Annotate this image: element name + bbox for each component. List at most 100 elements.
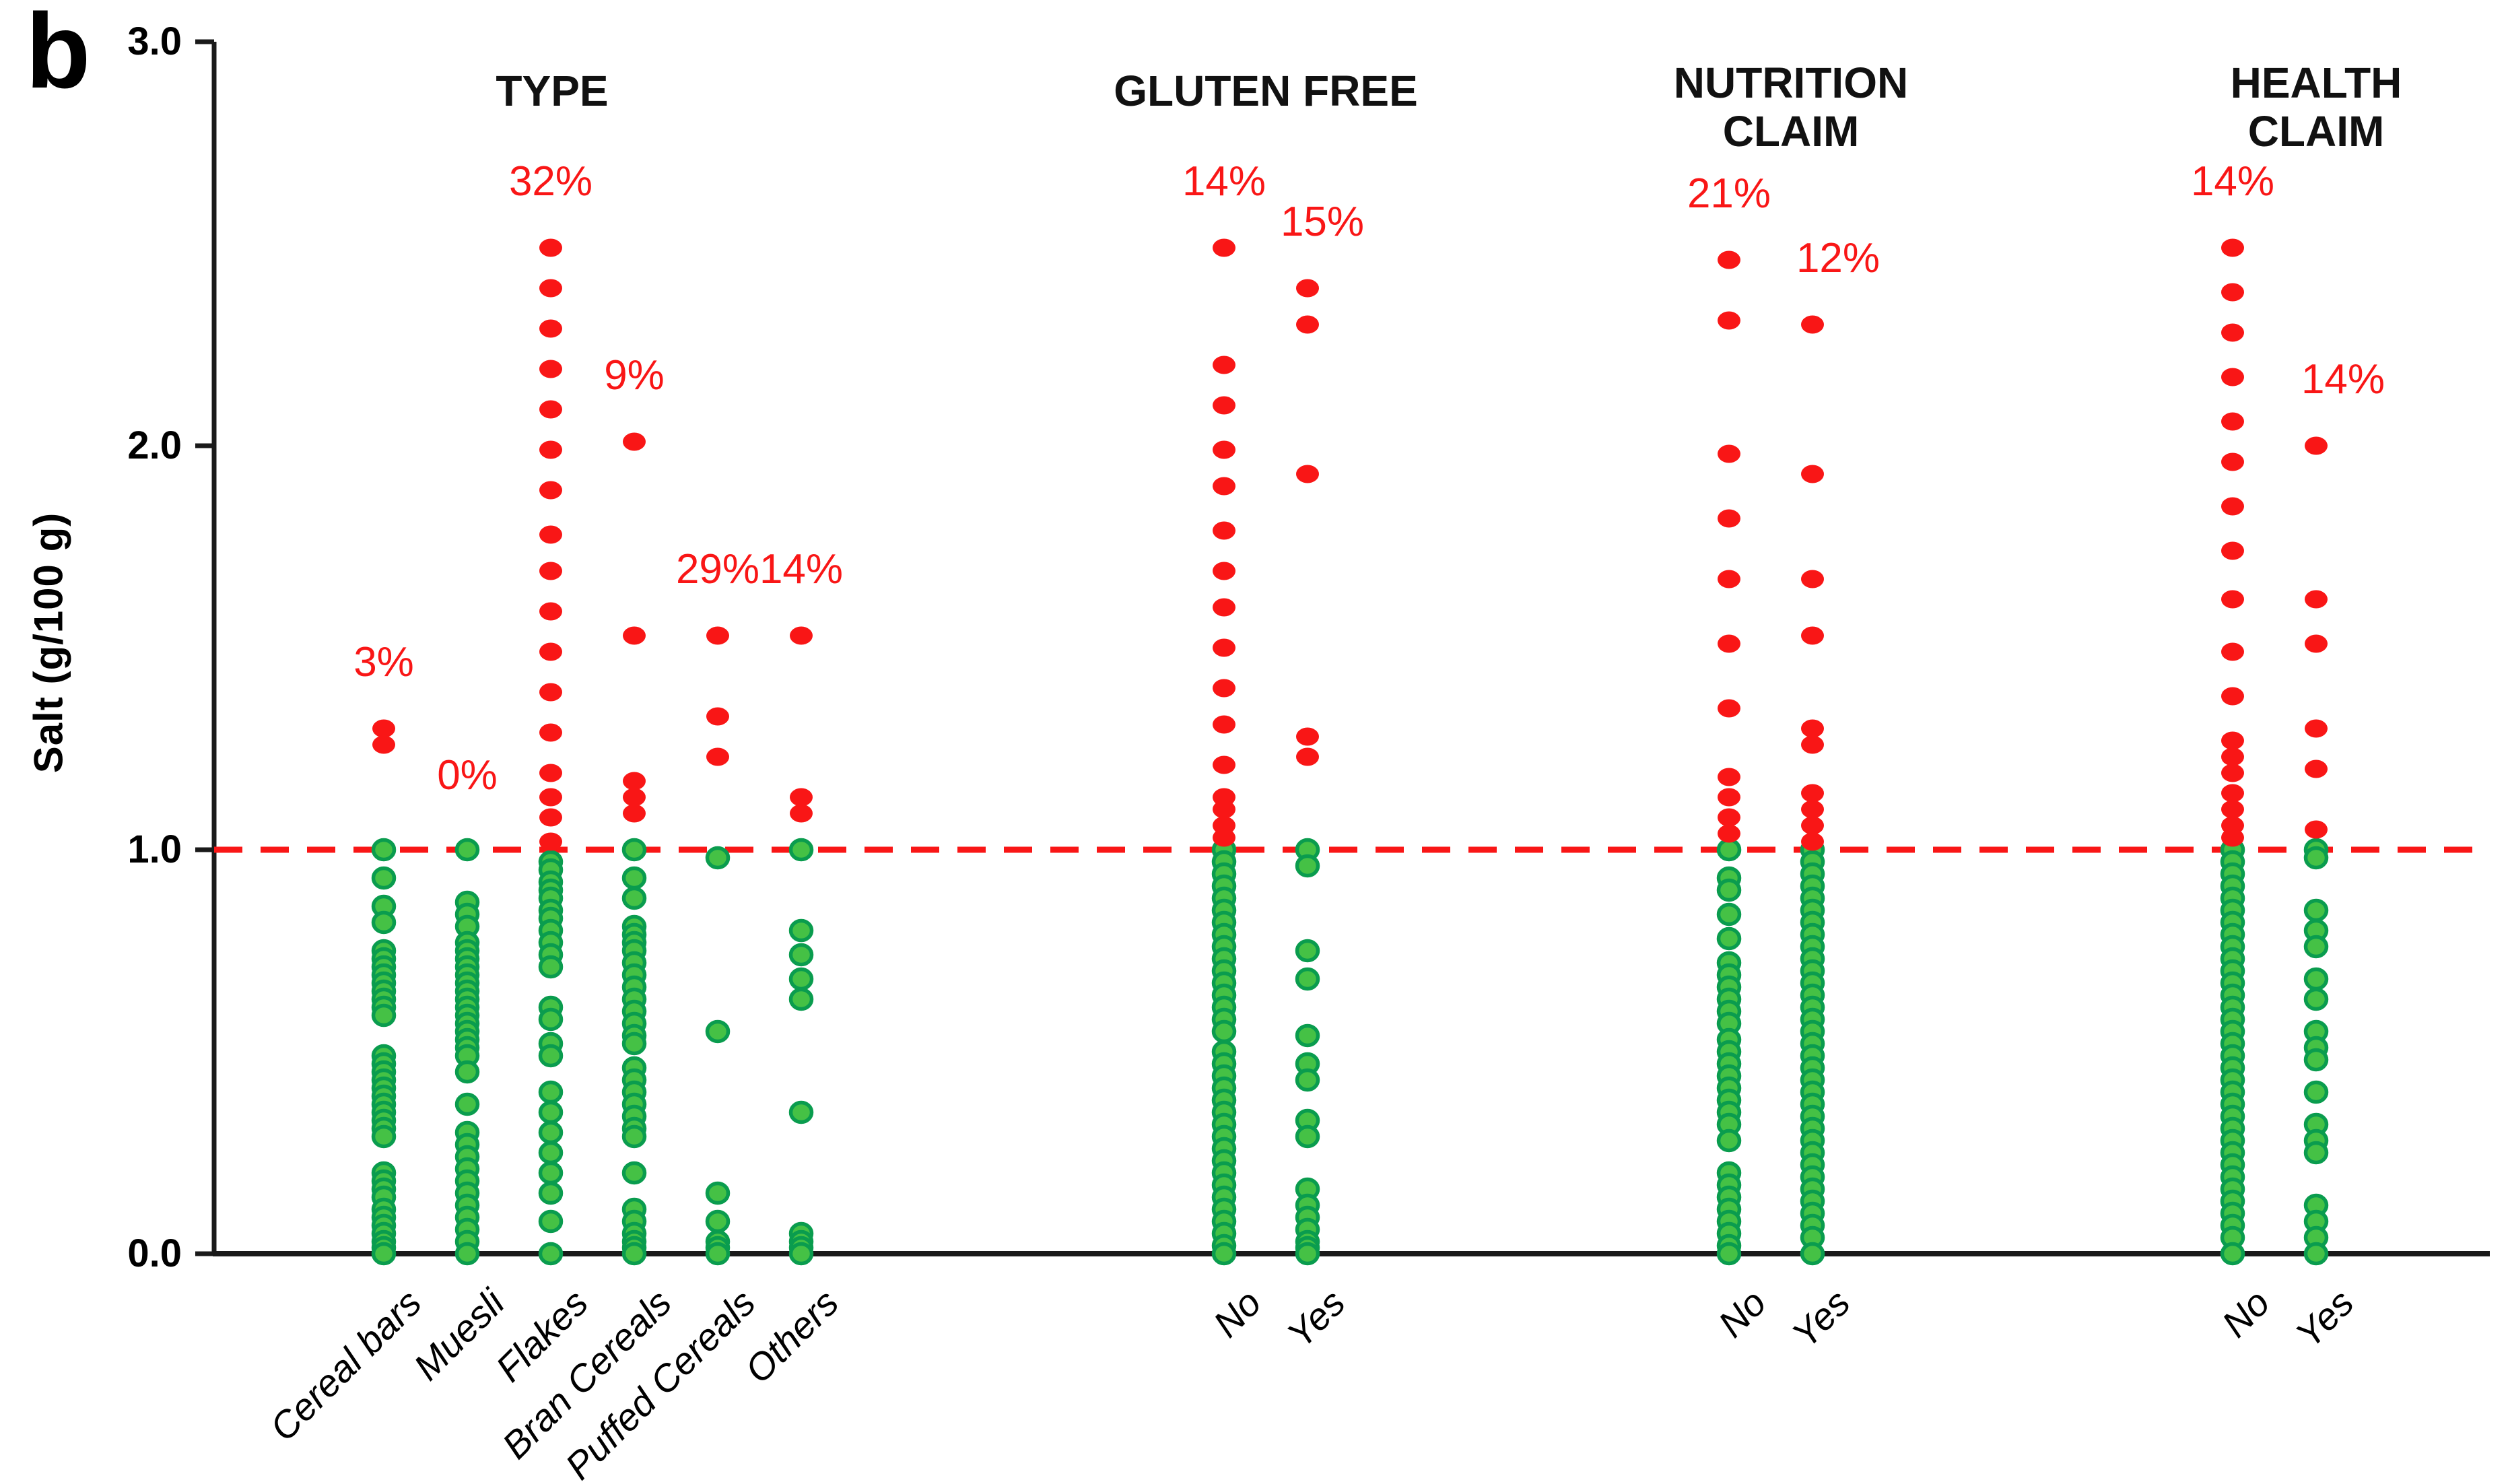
data-dot-below-threshold [371,1242,397,1266]
data-dot-above-threshold [1213,477,1235,496]
data-dot-below-threshold [538,1141,564,1165]
data-dot-below-threshold [2303,987,2329,1011]
percent-above-label: 12% [1796,235,1880,281]
data-dot-above-threshold [1801,626,1824,645]
data-dot-above-threshold [539,400,562,419]
data-dot-above-threshold [623,804,646,823]
data-dot-above-threshold [2305,590,2328,609]
data-dot-above-threshold [1213,562,1235,580]
data-dot-above-threshold [1213,440,1235,459]
data-dot-below-threshold [705,846,731,870]
data-dot-below-threshold [705,1019,731,1044]
data-dot-below-threshold [1295,967,1320,991]
data-dot-below-threshold [538,955,564,979]
data-dot-above-threshold [539,602,562,621]
data-dot-below-threshold [538,1007,564,1032]
data-dot-below-threshold [538,1120,564,1145]
data-dot-below-threshold [371,1124,397,1149]
data-dot-above-threshold [790,804,813,823]
data-dot-below-threshold [2303,967,2329,991]
data-dot-above-threshold [1801,465,1824,483]
data-dot-below-threshold [788,967,814,991]
data-dot-above-threshold [1801,570,1824,588]
data-dot-above-threshold [1801,719,1824,738]
data-dot-above-threshold [2305,760,2328,778]
y-axis-title: Salt (g/100 g) [26,512,71,774]
data-dot-above-threshold [539,319,562,338]
data-dot-below-threshold [1716,838,1742,862]
data-dot-below-threshold [538,1209,564,1234]
data-dot-below-threshold [788,838,814,862]
data-dot-above-threshold [539,642,562,661]
data-dot-above-threshold [1296,315,1319,334]
data-dot-above-threshold [2221,687,2244,706]
data-dot-above-threshold [2221,800,2244,819]
panel-title-nutrition_claim: NUTRITION CLAIM [1673,59,1909,156]
data-dot-above-threshold [2221,764,2244,782]
data-dot-below-threshold [1295,1124,1320,1149]
data-dot-below-threshold [621,886,647,910]
data-dot-above-threshold [623,788,646,807]
data-dot-below-threshold [1716,902,1742,926]
data-dot-above-threshold [539,360,562,378]
data-dot-above-threshold [2221,590,2244,609]
y-tick-label: 2.0 [127,424,182,467]
data-dot-above-threshold [1718,699,1740,718]
data-dot-above-threshold [2221,452,2244,471]
percent-above-label: 9% [604,352,665,399]
data-dot-above-threshold [372,735,395,754]
data-dot-above-threshold [2221,412,2244,431]
data-dot-below-threshold [538,1100,564,1124]
panel-title-health_claim: HEALTH CLAIM [2230,59,2402,156]
data-dot-below-threshold [1295,1023,1320,1048]
data-dot-above-threshold [539,764,562,782]
data-dot-below-threshold [454,1242,480,1266]
data-dot-above-threshold [1213,800,1235,819]
data-dot-below-threshold [788,918,814,943]
data-dot-below-threshold [454,1060,480,1084]
data-dot-above-threshold [1801,315,1824,334]
data-dot-above-threshold [1213,356,1235,374]
data-dot-above-threshold [1296,279,1319,298]
data-dot-above-threshold [1718,808,1740,827]
data-dot-above-threshold [1213,755,1235,774]
data-dot-above-threshold [2305,719,2328,738]
data-dot-above-threshold [1718,570,1740,588]
data-dot-above-threshold [539,481,562,500]
data-dot-above-threshold [1718,634,1740,653]
data-dot-below-threshold [538,1044,564,1068]
data-dot-above-threshold [623,432,646,451]
data-dot-below-threshold [621,1161,647,1185]
data-dot-below-threshold [1716,1128,1742,1153]
data-dot-below-threshold [1295,854,1320,878]
y-tick-label: 0.0 [127,1232,182,1275]
data-dot-above-threshold [539,525,562,544]
data-dot-above-threshold [1296,747,1319,766]
data-dot-below-threshold [2303,898,2329,922]
data-dot-below-threshold [621,866,647,890]
data-dot-above-threshold [706,707,729,726]
data-dot-below-threshold [705,1181,731,1205]
data-dot-below-threshold [538,1181,564,1205]
data-dot-below-threshold [371,866,397,890]
data-dot-above-threshold [539,440,562,459]
data-dot-below-threshold [538,1161,564,1185]
data-dot-below-threshold [621,1124,647,1149]
data-dot-above-threshold [790,626,813,645]
data-dot-above-threshold [623,772,646,790]
data-dot-above-threshold [539,832,562,851]
data-dot-above-threshold [2221,368,2244,386]
data-dot-above-threshold [539,808,562,827]
data-dot-above-threshold [539,683,562,702]
percent-above-label: 3% [353,639,414,685]
data-dot-above-threshold [2221,238,2244,257]
data-dot-below-threshold [621,838,647,862]
data-dot-above-threshold [2305,820,2328,839]
data-dot-above-threshold [2221,642,2244,661]
y-tick-label: 3.0 [127,20,182,63]
y-tick-label: 1.0 [127,828,182,871]
percent-above-label: 0% [437,752,498,799]
data-dot-below-threshold [538,1242,564,1266]
percent-above-label: 14% [1182,158,1266,205]
